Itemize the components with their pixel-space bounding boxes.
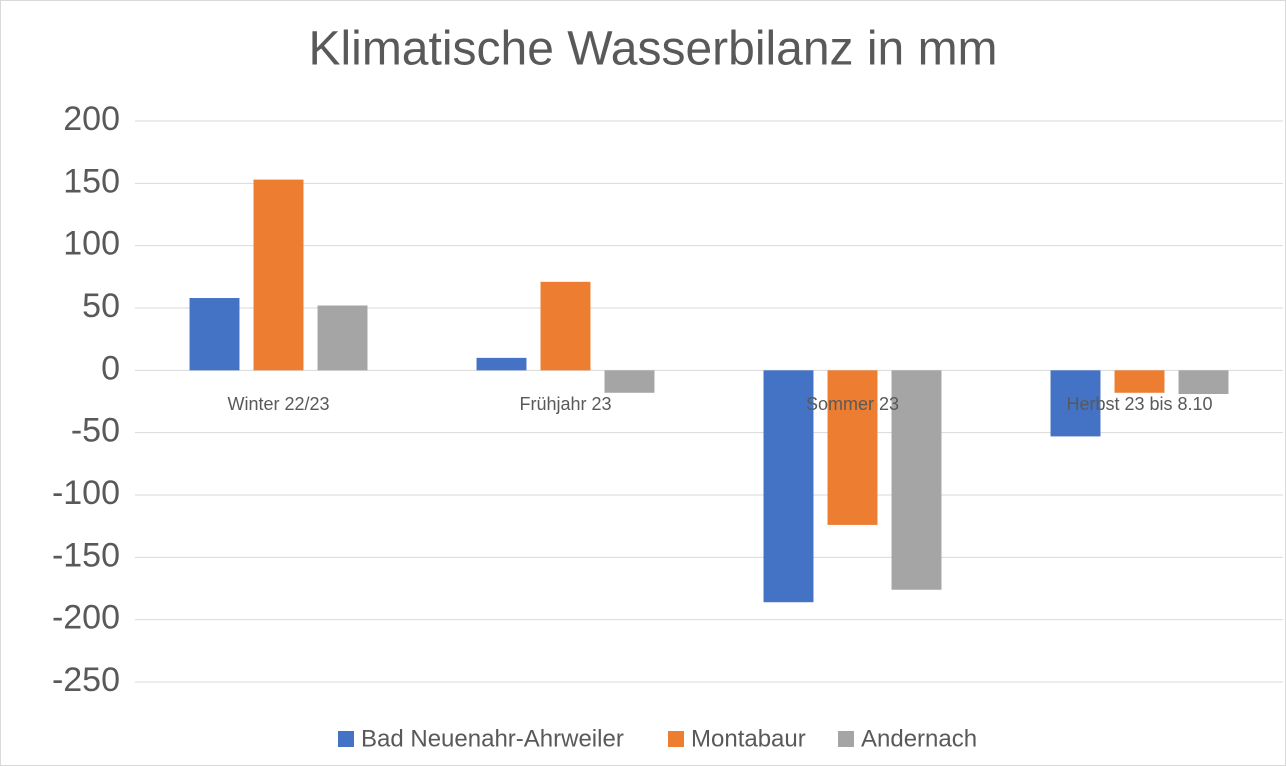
y-tick-label: -150 xyxy=(52,536,120,574)
bar xyxy=(763,370,814,603)
y-tick-label: -200 xyxy=(52,599,120,637)
bar xyxy=(317,305,368,371)
legend-swatch xyxy=(838,731,854,747)
y-tick-label: -50 xyxy=(71,412,120,450)
x-tick-label: Herbst 23 bis 8.10 xyxy=(1066,394,1212,414)
legend-label: Andernach xyxy=(861,725,977,752)
legend-swatch xyxy=(668,731,684,747)
bar xyxy=(827,370,878,525)
bar xyxy=(189,298,240,371)
bar xyxy=(1050,370,1101,437)
y-tick-label: -250 xyxy=(52,661,120,699)
y-tick-label: 150 xyxy=(63,162,120,200)
bar xyxy=(1178,370,1229,395)
legend-swatch xyxy=(338,731,354,747)
y-tick-label: 0 xyxy=(101,349,120,387)
legend-label: Montabaur xyxy=(691,725,806,752)
x-tick-label: Winter 22/23 xyxy=(227,394,329,414)
bar xyxy=(891,370,942,590)
bar xyxy=(253,179,304,371)
bar xyxy=(604,370,655,393)
bar xyxy=(1114,370,1165,393)
legend-label: Bad Neuenahr-Ahrweiler xyxy=(361,725,624,752)
y-tick-label: -100 xyxy=(52,474,120,512)
bar xyxy=(540,281,591,371)
bar xyxy=(476,357,527,371)
chart-title: Klimatische Wasserbilanz in mm xyxy=(308,23,997,76)
x-tick-label: Sommer 23 xyxy=(806,394,899,414)
y-tick-label: 50 xyxy=(82,287,120,325)
x-tick-label: Frühjahr 23 xyxy=(519,394,611,414)
y-tick-label: 200 xyxy=(63,100,120,138)
y-tick-label: 100 xyxy=(63,225,120,263)
